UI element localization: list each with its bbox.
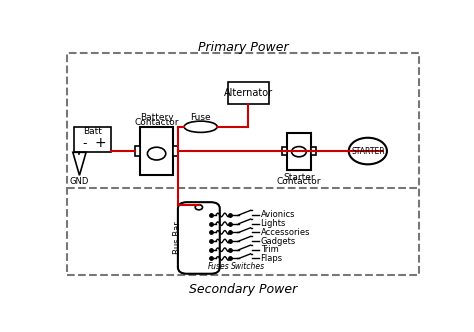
Text: Lights: Lights [261, 219, 286, 228]
Text: -: - [82, 137, 86, 150]
Text: Flaps: Flaps [261, 254, 283, 263]
Text: Switches: Switches [231, 262, 265, 271]
Text: +: + [95, 136, 106, 150]
Bar [74, 127, 110, 152]
Circle shape [147, 147, 166, 160]
Bar [66, 52, 419, 275]
Circle shape [349, 138, 387, 164]
Ellipse shape [184, 121, 217, 132]
Bar [135, 146, 140, 156]
Text: Fuse: Fuse [191, 113, 211, 122]
Text: GND: GND [70, 177, 89, 186]
Text: Starter: Starter [283, 173, 315, 182]
FancyBboxPatch shape [178, 202, 220, 274]
Text: Gadgets: Gadgets [261, 236, 296, 246]
Circle shape [292, 146, 306, 157]
Text: Alternator: Alternator [224, 88, 273, 98]
Text: Trim: Trim [261, 245, 278, 254]
Text: Bus Bar: Bus Bar [173, 221, 182, 254]
Polygon shape [73, 152, 86, 175]
Text: STARTER: STARTER [351, 146, 384, 156]
Text: Primary Power: Primary Power [198, 41, 288, 54]
Bar [173, 146, 178, 156]
Bar [287, 133, 311, 170]
Text: Contactor: Contactor [134, 118, 179, 126]
Bar [228, 82, 269, 104]
Text: Contactor: Contactor [277, 177, 321, 186]
Text: Avionics: Avionics [261, 210, 295, 219]
Text: Accessories: Accessories [261, 228, 310, 237]
Text: Battery: Battery [140, 113, 173, 122]
Text: Fuses: Fuses [208, 262, 230, 271]
Text: Batt: Batt [83, 127, 102, 136]
Bar [311, 147, 316, 155]
Circle shape [195, 205, 202, 210]
Bar [140, 127, 173, 175]
Text: Secondary Power: Secondary Power [189, 283, 297, 295]
Bar [282, 147, 287, 155]
